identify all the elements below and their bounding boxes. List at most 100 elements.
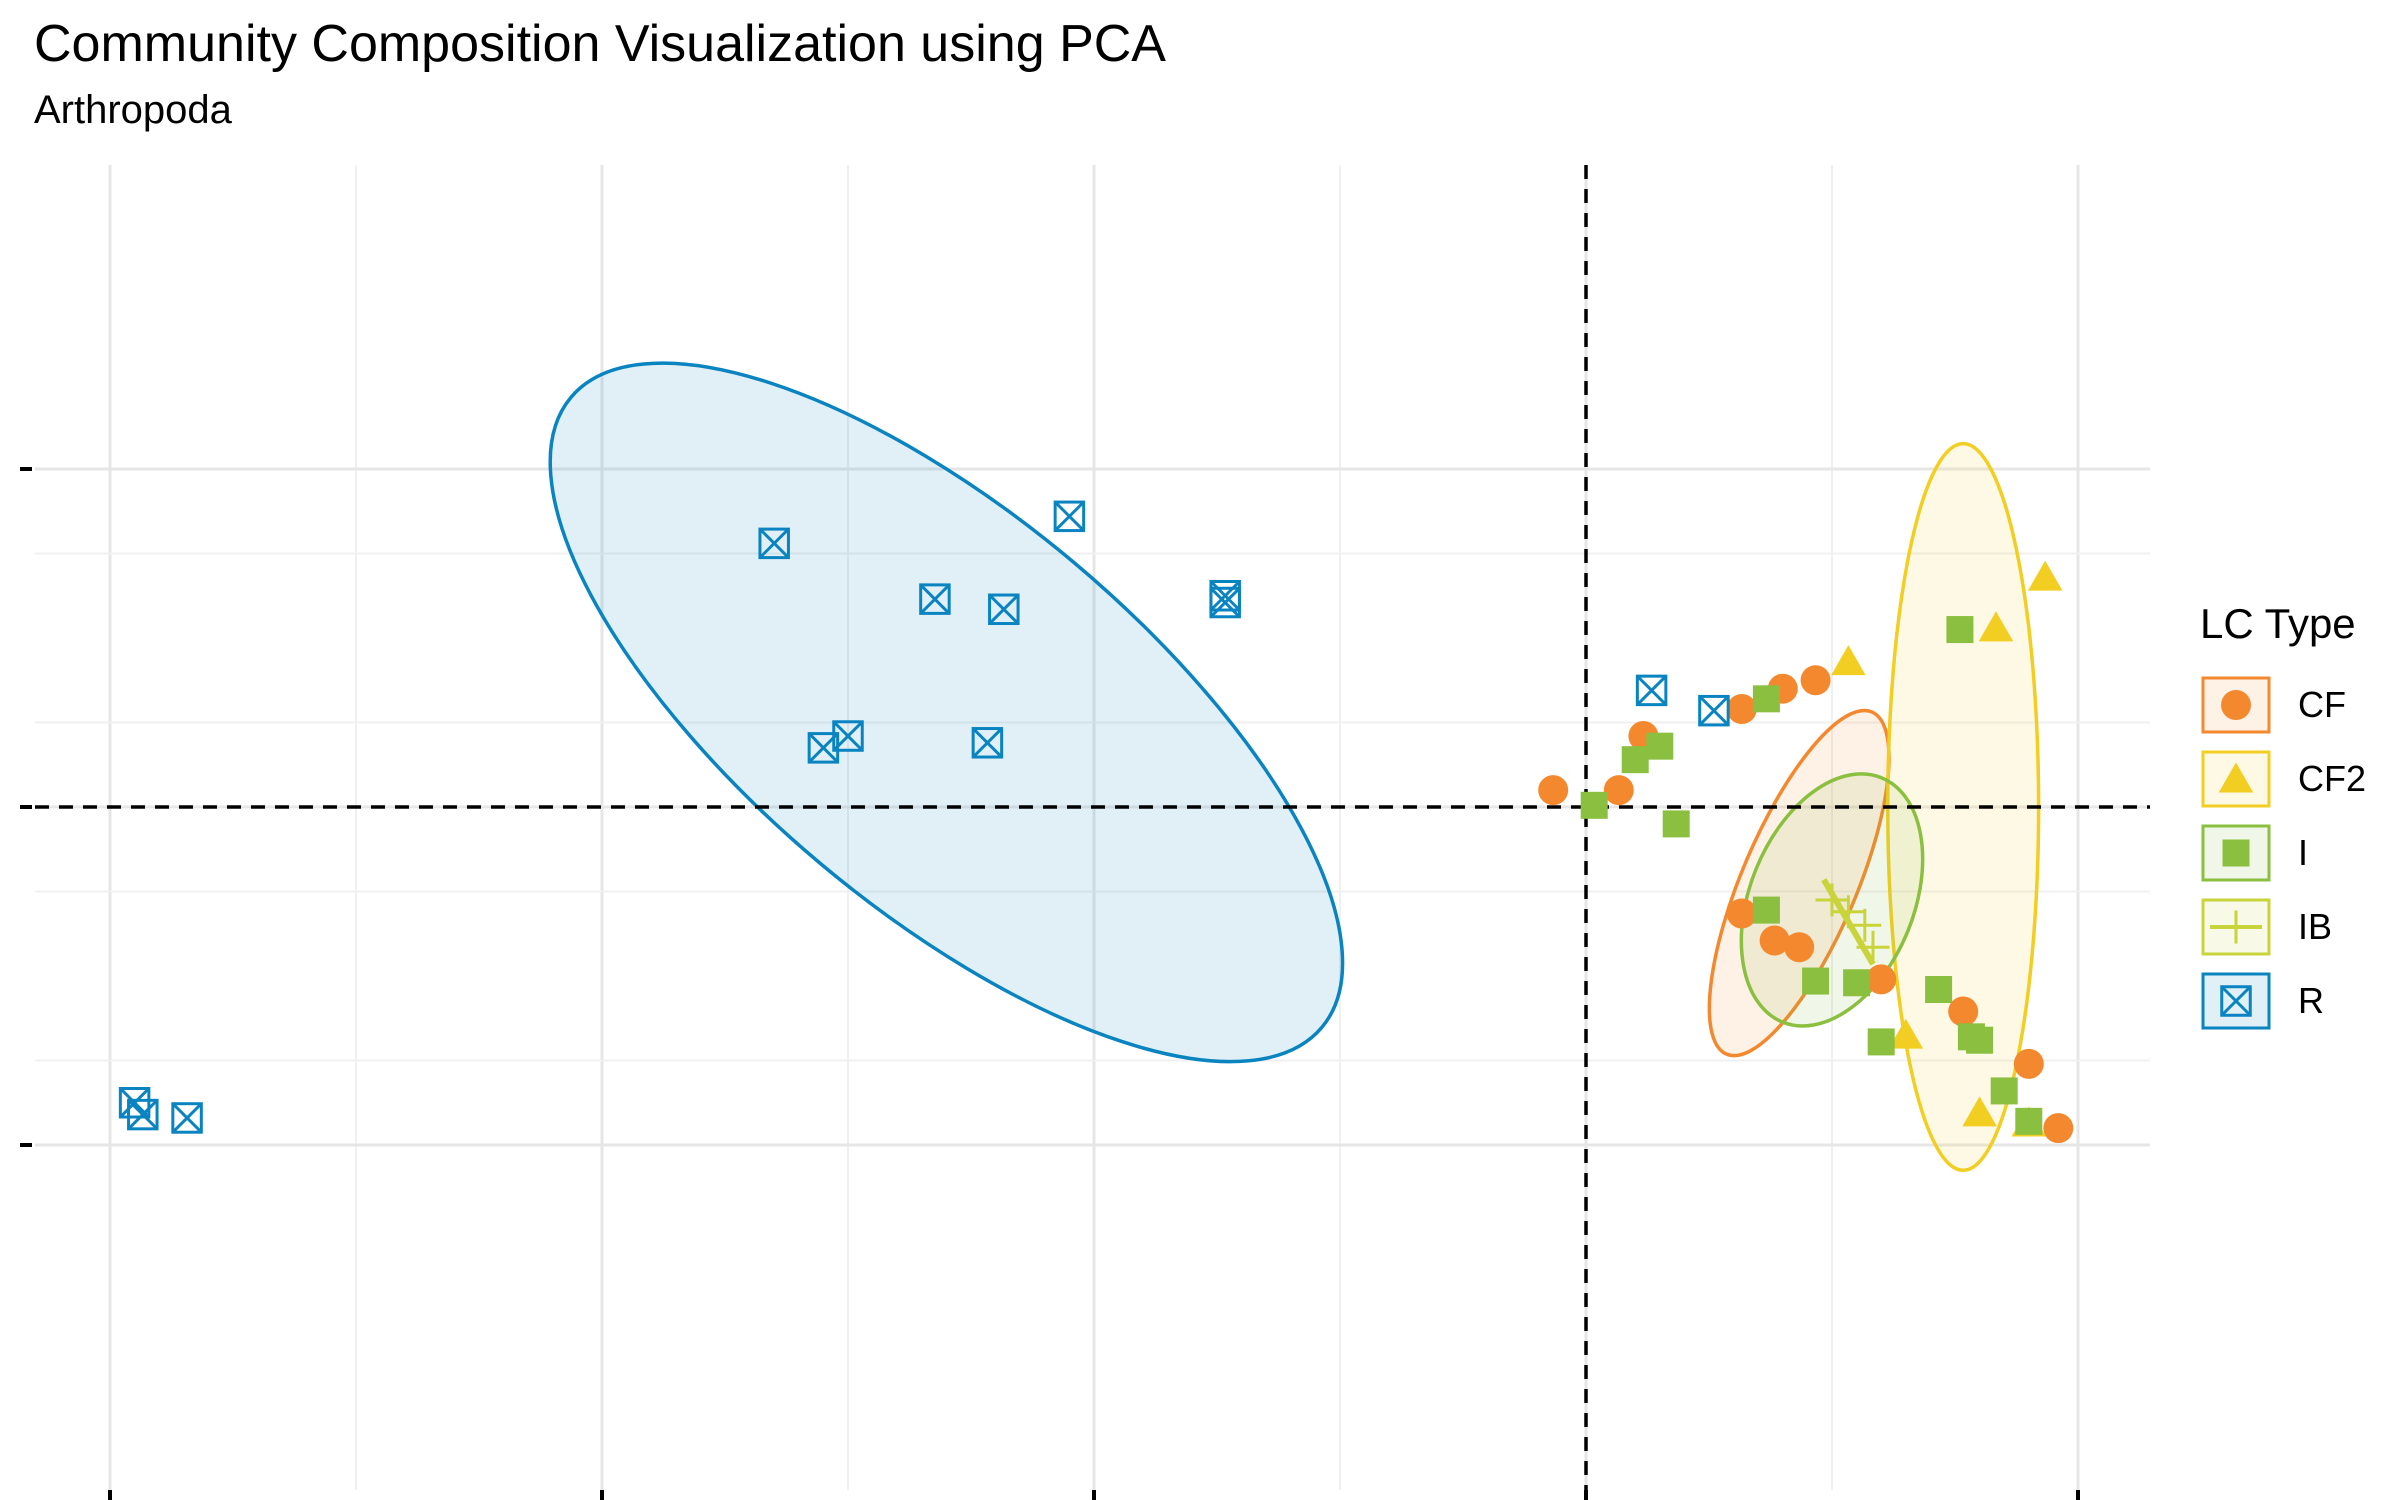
data-point-cf xyxy=(1866,964,1897,995)
series-r xyxy=(118,500,1730,1134)
data-point-i xyxy=(1752,896,1780,924)
marker-circle xyxy=(2043,1113,2074,1144)
marker-circle xyxy=(1866,964,1897,995)
legend-item-cf: CF xyxy=(2200,668,2366,742)
marker-box xyxy=(127,1098,159,1131)
data-point-cf2 xyxy=(2027,560,2063,591)
chart-title: Community Composition Visualization usin… xyxy=(34,15,1166,73)
data-point-r xyxy=(1209,586,1241,619)
marker-box xyxy=(971,727,1004,759)
legend-key-marker xyxy=(2219,910,2253,944)
data-point-cf xyxy=(2013,1048,2044,1079)
data-point-i xyxy=(1990,1077,2018,1105)
confidence-ellipse-cf xyxy=(1707,708,1891,1058)
data-point-cf xyxy=(1948,996,1979,1027)
marker-square xyxy=(1752,685,1780,713)
data-point-r xyxy=(127,1098,159,1131)
data-point-cf xyxy=(2043,1113,2074,1144)
data-point-cf xyxy=(1759,925,1790,956)
marker-triangle xyxy=(1978,611,2014,642)
marker-square xyxy=(2222,839,2250,867)
legend-title: LC Type xyxy=(2200,600,2356,647)
marker-box xyxy=(1209,586,1241,619)
marker-square xyxy=(1867,1028,1895,1056)
legend-key-marker xyxy=(2218,762,2254,793)
data-point-cf2 xyxy=(1962,1096,1997,1127)
marker-circle xyxy=(1784,932,1815,963)
marker-x2 xyxy=(1209,580,1241,612)
data-point-r xyxy=(171,1102,203,1134)
data-point-i xyxy=(1662,810,1690,838)
legend-label: I xyxy=(2298,832,2309,873)
marker-box xyxy=(832,720,864,752)
marker-x2 xyxy=(1636,675,1667,706)
marker-x2 xyxy=(972,727,1003,759)
series-ib xyxy=(1815,883,1890,964)
marker-x2 xyxy=(1209,587,1241,618)
legend-key-marker xyxy=(2222,839,2250,867)
data-point-i xyxy=(1802,967,1830,995)
marker-circle xyxy=(1538,775,1569,806)
data-point-cf2 xyxy=(1831,645,1866,676)
marker-box xyxy=(758,527,790,560)
marker-x2 xyxy=(919,583,951,615)
chart-subtitle: Arthropoda xyxy=(34,88,232,132)
marker-box xyxy=(1635,674,1668,707)
legend: LC Type CF CF2 I IB R xyxy=(2200,600,2366,1038)
marker-circle xyxy=(1759,925,1790,956)
data-point-i xyxy=(1867,1028,1895,1056)
marker-square xyxy=(1946,616,1974,644)
marker-x2 xyxy=(1698,695,1730,726)
marker-x2 xyxy=(832,720,864,752)
legend-item-cf2: CF2 xyxy=(2200,742,2366,816)
marker-square xyxy=(1966,1026,1994,1054)
marker-x2 xyxy=(171,1102,203,1134)
data-point-i xyxy=(2015,1107,2043,1135)
legend-label: CF xyxy=(2298,684,2346,725)
data-point-r xyxy=(1209,580,1241,612)
data-point-ib xyxy=(1848,908,1882,942)
data-point-r xyxy=(988,593,1020,626)
data-point-cf xyxy=(1726,898,1757,929)
marker-square xyxy=(1662,810,1690,838)
data-point-cf xyxy=(1800,665,1831,696)
legend-key-plus-icon xyxy=(2201,898,2271,956)
marker-triangle xyxy=(2027,560,2063,591)
data-point-r xyxy=(971,727,1004,759)
marker-circle xyxy=(1800,665,1831,696)
data-point-cf xyxy=(1784,932,1815,963)
legend-label: R xyxy=(2298,980,2324,1021)
data-point-ib xyxy=(1856,930,1890,964)
data-point-i xyxy=(1580,791,1608,819)
data-point-i xyxy=(1925,976,1953,1004)
marker-square xyxy=(1802,967,1830,995)
legend-key-boxx-icon xyxy=(2201,972,2271,1030)
marker-x2 xyxy=(127,1099,159,1130)
marker-x2 xyxy=(758,528,790,559)
marker-box xyxy=(1698,694,1730,727)
data-point-cf xyxy=(1726,693,1757,724)
data-point-i xyxy=(1843,969,1871,997)
data-point-r xyxy=(1635,674,1668,707)
marker-square xyxy=(1925,976,1953,1004)
marker-circle xyxy=(1726,693,1757,724)
data-point-i xyxy=(1752,685,1780,713)
marker-square xyxy=(1752,896,1780,924)
marker-circle xyxy=(2013,1048,2044,1079)
legend-key-square-icon xyxy=(2201,824,2271,882)
data-point-i xyxy=(1946,616,1974,644)
marker-square xyxy=(1621,746,1649,774)
marker-x2 xyxy=(2220,985,2252,1017)
marker-square xyxy=(1990,1077,2018,1105)
data-point-cf2 xyxy=(1978,611,2014,642)
legend-item-r: R xyxy=(2200,964,2366,1038)
data-point-r xyxy=(919,583,951,615)
data-point-i xyxy=(1621,746,1649,774)
marker-triangle xyxy=(2218,762,2254,793)
legend-key-circle-icon xyxy=(2201,676,2271,734)
confidence-ellipse-r xyxy=(548,361,1345,1064)
marker-box xyxy=(171,1102,203,1134)
legend-key-triangle-icon xyxy=(2201,750,2271,808)
legend-label: CF2 xyxy=(2298,758,2367,799)
